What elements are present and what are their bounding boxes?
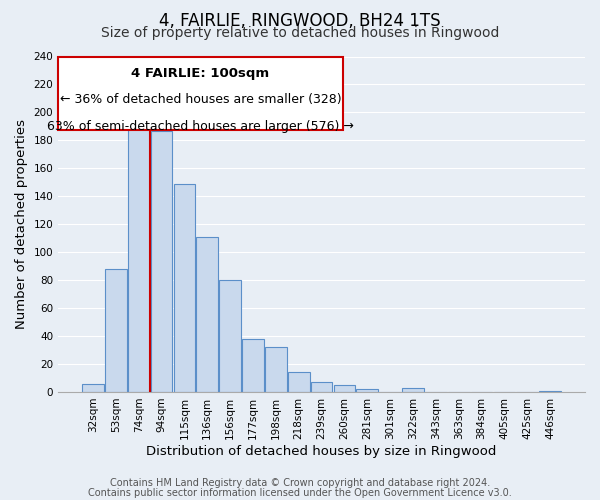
- Bar: [105, 269, 127, 392]
- X-axis label: Distribution of detached houses by size in Ringwood: Distribution of detached houses by size …: [146, 444, 497, 458]
- Bar: [334, 385, 355, 392]
- Text: Size of property relative to detached houses in Ringwood: Size of property relative to detached ho…: [101, 26, 499, 40]
- Text: 4, FAIRLIE, RINGWOOD, BH24 1TS: 4, FAIRLIE, RINGWOOD, BH24 1TS: [159, 12, 441, 30]
- Text: ← 36% of detached houses are smaller (328): ← 36% of detached houses are smaller (32…: [59, 94, 341, 106]
- Bar: [356, 389, 378, 392]
- Text: Contains HM Land Registry data © Crown copyright and database right 2024.: Contains HM Land Registry data © Crown c…: [110, 478, 490, 488]
- Bar: [265, 347, 287, 392]
- Bar: [196, 237, 218, 392]
- Bar: [402, 388, 424, 392]
- Text: Contains public sector information licensed under the Open Government Licence v3: Contains public sector information licen…: [88, 488, 512, 498]
- Bar: [242, 339, 264, 392]
- Text: 4 FAIRLIE: 100sqm: 4 FAIRLIE: 100sqm: [131, 66, 269, 80]
- Y-axis label: Number of detached properties: Number of detached properties: [15, 119, 28, 329]
- Text: 63% of semi-detached houses are larger (576) →: 63% of semi-detached houses are larger (…: [47, 120, 354, 133]
- Bar: [151, 130, 172, 392]
- Bar: [539, 390, 561, 392]
- Bar: [288, 372, 310, 392]
- Bar: [311, 382, 332, 392]
- FancyBboxPatch shape: [58, 56, 343, 130]
- Bar: [173, 184, 195, 392]
- Bar: [219, 280, 241, 392]
- Bar: [128, 118, 149, 392]
- Bar: [82, 384, 104, 392]
